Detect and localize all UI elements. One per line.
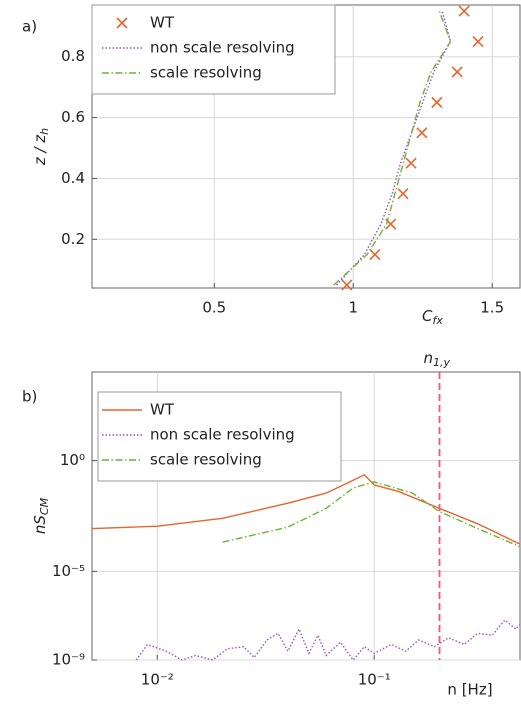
- data-marker: [369, 248, 381, 261]
- x-tick-label: 1.5: [480, 299, 504, 317]
- y-axis-label-sub: h: [38, 128, 51, 135]
- data-marker: [416, 127, 428, 139]
- data-marker: [451, 66, 463, 78]
- y-axis-label: nSCM: [31, 497, 52, 534]
- x-axis-label: n [Hz]: [447, 681, 492, 699]
- data-marker: [397, 188, 409, 200]
- data-marker: [431, 96, 443, 108]
- y-tick-label: 0.6: [61, 108, 85, 126]
- y-axis-label-main: z / z: [31, 134, 49, 166]
- panel-label: b): [22, 388, 37, 406]
- y-axis-label-sub: CM: [38, 497, 51, 515]
- legend-label: non scale resolving: [150, 426, 295, 444]
- data-line: [135, 619, 521, 662]
- data-marker: [405, 157, 417, 169]
- x-tick-label: 0.5: [202, 299, 226, 317]
- legend-label: WT: [150, 14, 175, 32]
- x-axis-label: Cfx: [422, 307, 443, 328]
- y-tick-label: 10⁻⁵: [52, 562, 85, 580]
- legend-label: scale resolving: [150, 64, 262, 82]
- x-axis-label-sub: fx: [432, 314, 443, 327]
- data-line: [91, 473, 521, 545]
- data-line: [222, 481, 521, 548]
- legend-box: [97, 391, 342, 482]
- legend-label: non scale resolving: [150, 39, 295, 57]
- y-tick-label: 10⁰: [60, 451, 85, 469]
- reference-line-label-sub: 1,y: [433, 356, 450, 369]
- reference-line-label: n1,y: [424, 349, 451, 370]
- y-tick-label: 0.8: [61, 47, 85, 65]
- legend-marker: [116, 17, 128, 29]
- panel-label: a): [22, 18, 37, 36]
- x-tick-label: 1: [348, 299, 358, 317]
- x-tick-label: 10⁻¹: [358, 671, 391, 689]
- y-tick-label: 0.4: [61, 169, 85, 187]
- data-marker: [458, 5, 470, 17]
- data-line: [333, 10, 452, 286]
- data-marker: [472, 35, 484, 48]
- y-axis-label: z / zh: [31, 128, 52, 166]
- legend-label: scale resolving: [150, 451, 262, 469]
- y-axis-label-main: nS: [31, 515, 49, 535]
- x-axis-label-main: C: [422, 307, 433, 325]
- legend-label: WT: [150, 401, 175, 419]
- reference-line-label-main: n: [424, 349, 434, 367]
- y-tick-label: 0.2: [61, 230, 85, 248]
- legend-box: [91, 4, 336, 95]
- x-tick-label: 10⁻²: [141, 671, 174, 689]
- y-tick-label: 10⁻⁹: [52, 651, 85, 669]
- data-marker: [341, 279, 353, 291]
